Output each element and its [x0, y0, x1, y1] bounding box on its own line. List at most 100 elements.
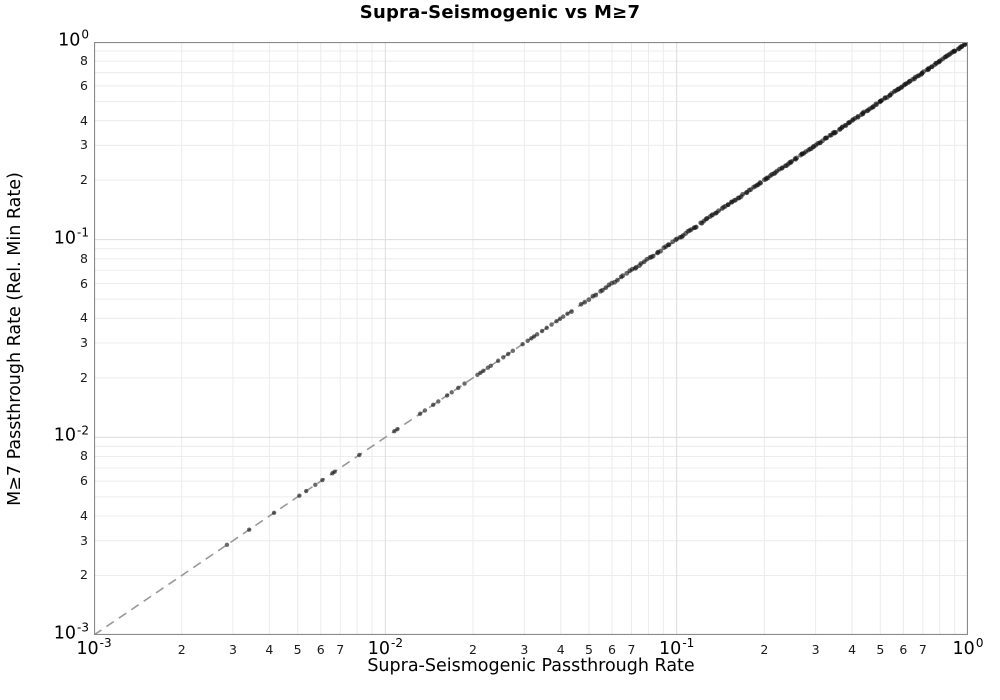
data-point [417, 411, 423, 416]
data-point [561, 314, 566, 319]
data-point [313, 482, 318, 488]
x-minor-tick-label: 2 [469, 642, 478, 657]
x-minor-tick-label: 7 [336, 642, 345, 657]
data-point [716, 208, 721, 214]
plot-canvas [94, 42, 968, 635]
data-point [449, 390, 454, 395]
y-minor-tick-label: 2 [80, 171, 88, 187]
data-point [952, 49, 957, 54]
x-minor-tick-label: 5 [293, 642, 302, 657]
x-minor-tick-label: 7 [627, 642, 636, 657]
data-point [488, 363, 493, 369]
y-minor-tick-label: 3 [80, 334, 88, 350]
data-point [444, 393, 450, 398]
data-point [436, 399, 441, 404]
data-point [658, 248, 664, 254]
data-point [224, 542, 230, 547]
data-point [539, 328, 545, 334]
data-point [332, 469, 337, 474]
x-minor-tick-label: 7 [918, 642, 927, 657]
data-point [758, 180, 764, 186]
data-point [462, 381, 467, 386]
y-minor-tick-label: 6 [80, 77, 88, 93]
y-minor-tick-label: 6 [80, 472, 88, 488]
x-major-tick-label: 10-1 [659, 636, 695, 659]
data-point [833, 129, 839, 135]
data-point [544, 325, 549, 331]
data-point [534, 332, 540, 337]
data-point [620, 273, 626, 279]
data-point [510, 348, 516, 353]
data-point [505, 351, 511, 357]
data-point [603, 285, 609, 291]
x-minor-tick-label: 3 [520, 642, 529, 657]
data-point [615, 277, 620, 283]
data-point [824, 135, 830, 141]
y-minor-tick-label: 4 [80, 310, 88, 326]
y-major-tick-label: 10-2 [53, 423, 89, 446]
chart-title: Supra-Seismogenic vs M≥7 [359, 2, 641, 23]
y-minor-tick-label: 3 [80, 137, 88, 153]
scatter-points [224, 42, 968, 547]
data-point [582, 299, 588, 305]
x-minor-tick-label: 6 [608, 642, 617, 657]
data-point [297, 493, 302, 498]
y-major-tick-label: 100 [58, 27, 89, 51]
data-point [578, 301, 584, 307]
data-point [842, 123, 848, 128]
data-point [666, 242, 672, 248]
data-point [271, 510, 277, 516]
data-point [593, 292, 599, 298]
data-point [549, 322, 554, 327]
y-minor-tick-label: 8 [80, 250, 88, 266]
x-minor-tick-label: 4 [848, 642, 857, 657]
y-minor-tick-label: 8 [80, 52, 88, 68]
data-point [247, 527, 252, 532]
data-point [456, 385, 461, 391]
data-point [395, 426, 400, 432]
data-point [357, 452, 362, 458]
data-point [789, 158, 795, 164]
data-point [740, 191, 746, 197]
y-minor-tick-label: 4 [80, 112, 88, 128]
data-point [600, 287, 605, 293]
x-minor-tick-label: 6 [899, 642, 908, 657]
y-axis-label: M≥7 Passthrough Rate (Rel. Min Rate) [5, 172, 25, 506]
x-minor-tick-label: 5 [584, 642, 593, 657]
data-point [794, 155, 800, 161]
y-minor-tick-label: 4 [80, 507, 88, 523]
x-minor-tick-label: 3 [811, 642, 820, 657]
x-minor-tick-label: 2 [177, 642, 186, 657]
data-point [520, 341, 525, 347]
y-minor-tick-label: 2 [80, 369, 88, 385]
x-minor-tick-label: 6 [316, 642, 325, 657]
plot-area [94, 42, 968, 635]
y-minor-tick-label: 6 [80, 275, 88, 291]
data-point [531, 334, 537, 339]
data-point [481, 368, 486, 374]
data-point [320, 477, 325, 483]
data-point [525, 338, 530, 343]
data-point [569, 309, 574, 315]
x-major-tick-label: 100 [952, 636, 984, 659]
x-minor-tick-label: 5 [876, 642, 885, 657]
data-point [495, 358, 501, 363]
x-minor-tick-label: 2 [760, 642, 769, 657]
data-point [586, 297, 592, 303]
data-point [873, 101, 879, 107]
y-major-tick-label: 10-3 [53, 620, 89, 644]
x-major-tick-label: 10-3 [76, 636, 112, 659]
data-point [422, 408, 428, 413]
x-major-tick-label: 10-2 [367, 636, 403, 659]
y-minor-tick-label: 3 [80, 532, 88, 548]
x-minor-tick-label: 4 [265, 642, 274, 657]
data-point [431, 402, 436, 408]
data-point [725, 202, 731, 208]
x-minor-tick-label: 4 [556, 642, 565, 657]
y-minor-tick-label: 8 [80, 448, 88, 464]
data-point [650, 253, 656, 259]
axes-spines [94, 42, 968, 635]
data-point [303, 488, 309, 494]
y-minor-tick-label: 2 [80, 567, 88, 583]
